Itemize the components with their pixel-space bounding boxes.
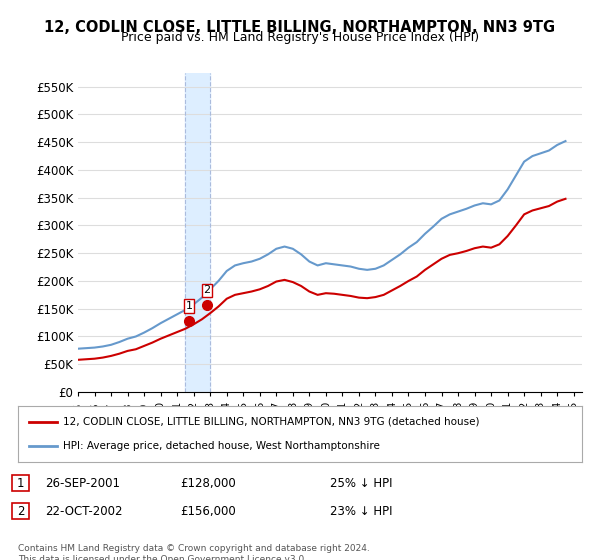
Text: 12, CODLIN CLOSE, LITTLE BILLING, NORTHAMPTON, NN3 9TG: 12, CODLIN CLOSE, LITTLE BILLING, NORTHA… [44, 20, 556, 35]
Text: 1: 1 [17, 477, 24, 490]
Text: 1: 1 [186, 301, 193, 311]
Text: Price paid vs. HM Land Registry's House Price Index (HPI): Price paid vs. HM Land Registry's House … [121, 31, 479, 44]
Text: £156,000: £156,000 [180, 505, 236, 518]
Text: 22-OCT-2002: 22-OCT-2002 [45, 505, 122, 518]
Text: 23% ↓ HPI: 23% ↓ HPI [330, 505, 392, 518]
Text: Contains HM Land Registry data © Crown copyright and database right 2024.
This d: Contains HM Land Registry data © Crown c… [18, 544, 370, 560]
Text: HPI: Average price, detached house, West Northamptonshire: HPI: Average price, detached house, West… [63, 441, 380, 451]
Text: 2: 2 [17, 505, 24, 518]
Text: 25% ↓ HPI: 25% ↓ HPI [330, 477, 392, 490]
Text: 12, CODLIN CLOSE, LITTLE BILLING, NORTHAMPTON, NN3 9TG (detached house): 12, CODLIN CLOSE, LITTLE BILLING, NORTHA… [63, 417, 479, 427]
Text: £128,000: £128,000 [180, 477, 236, 490]
Text: 2: 2 [203, 286, 211, 296]
Text: 26-SEP-2001: 26-SEP-2001 [45, 477, 120, 490]
Bar [185, 73, 210, 392]
